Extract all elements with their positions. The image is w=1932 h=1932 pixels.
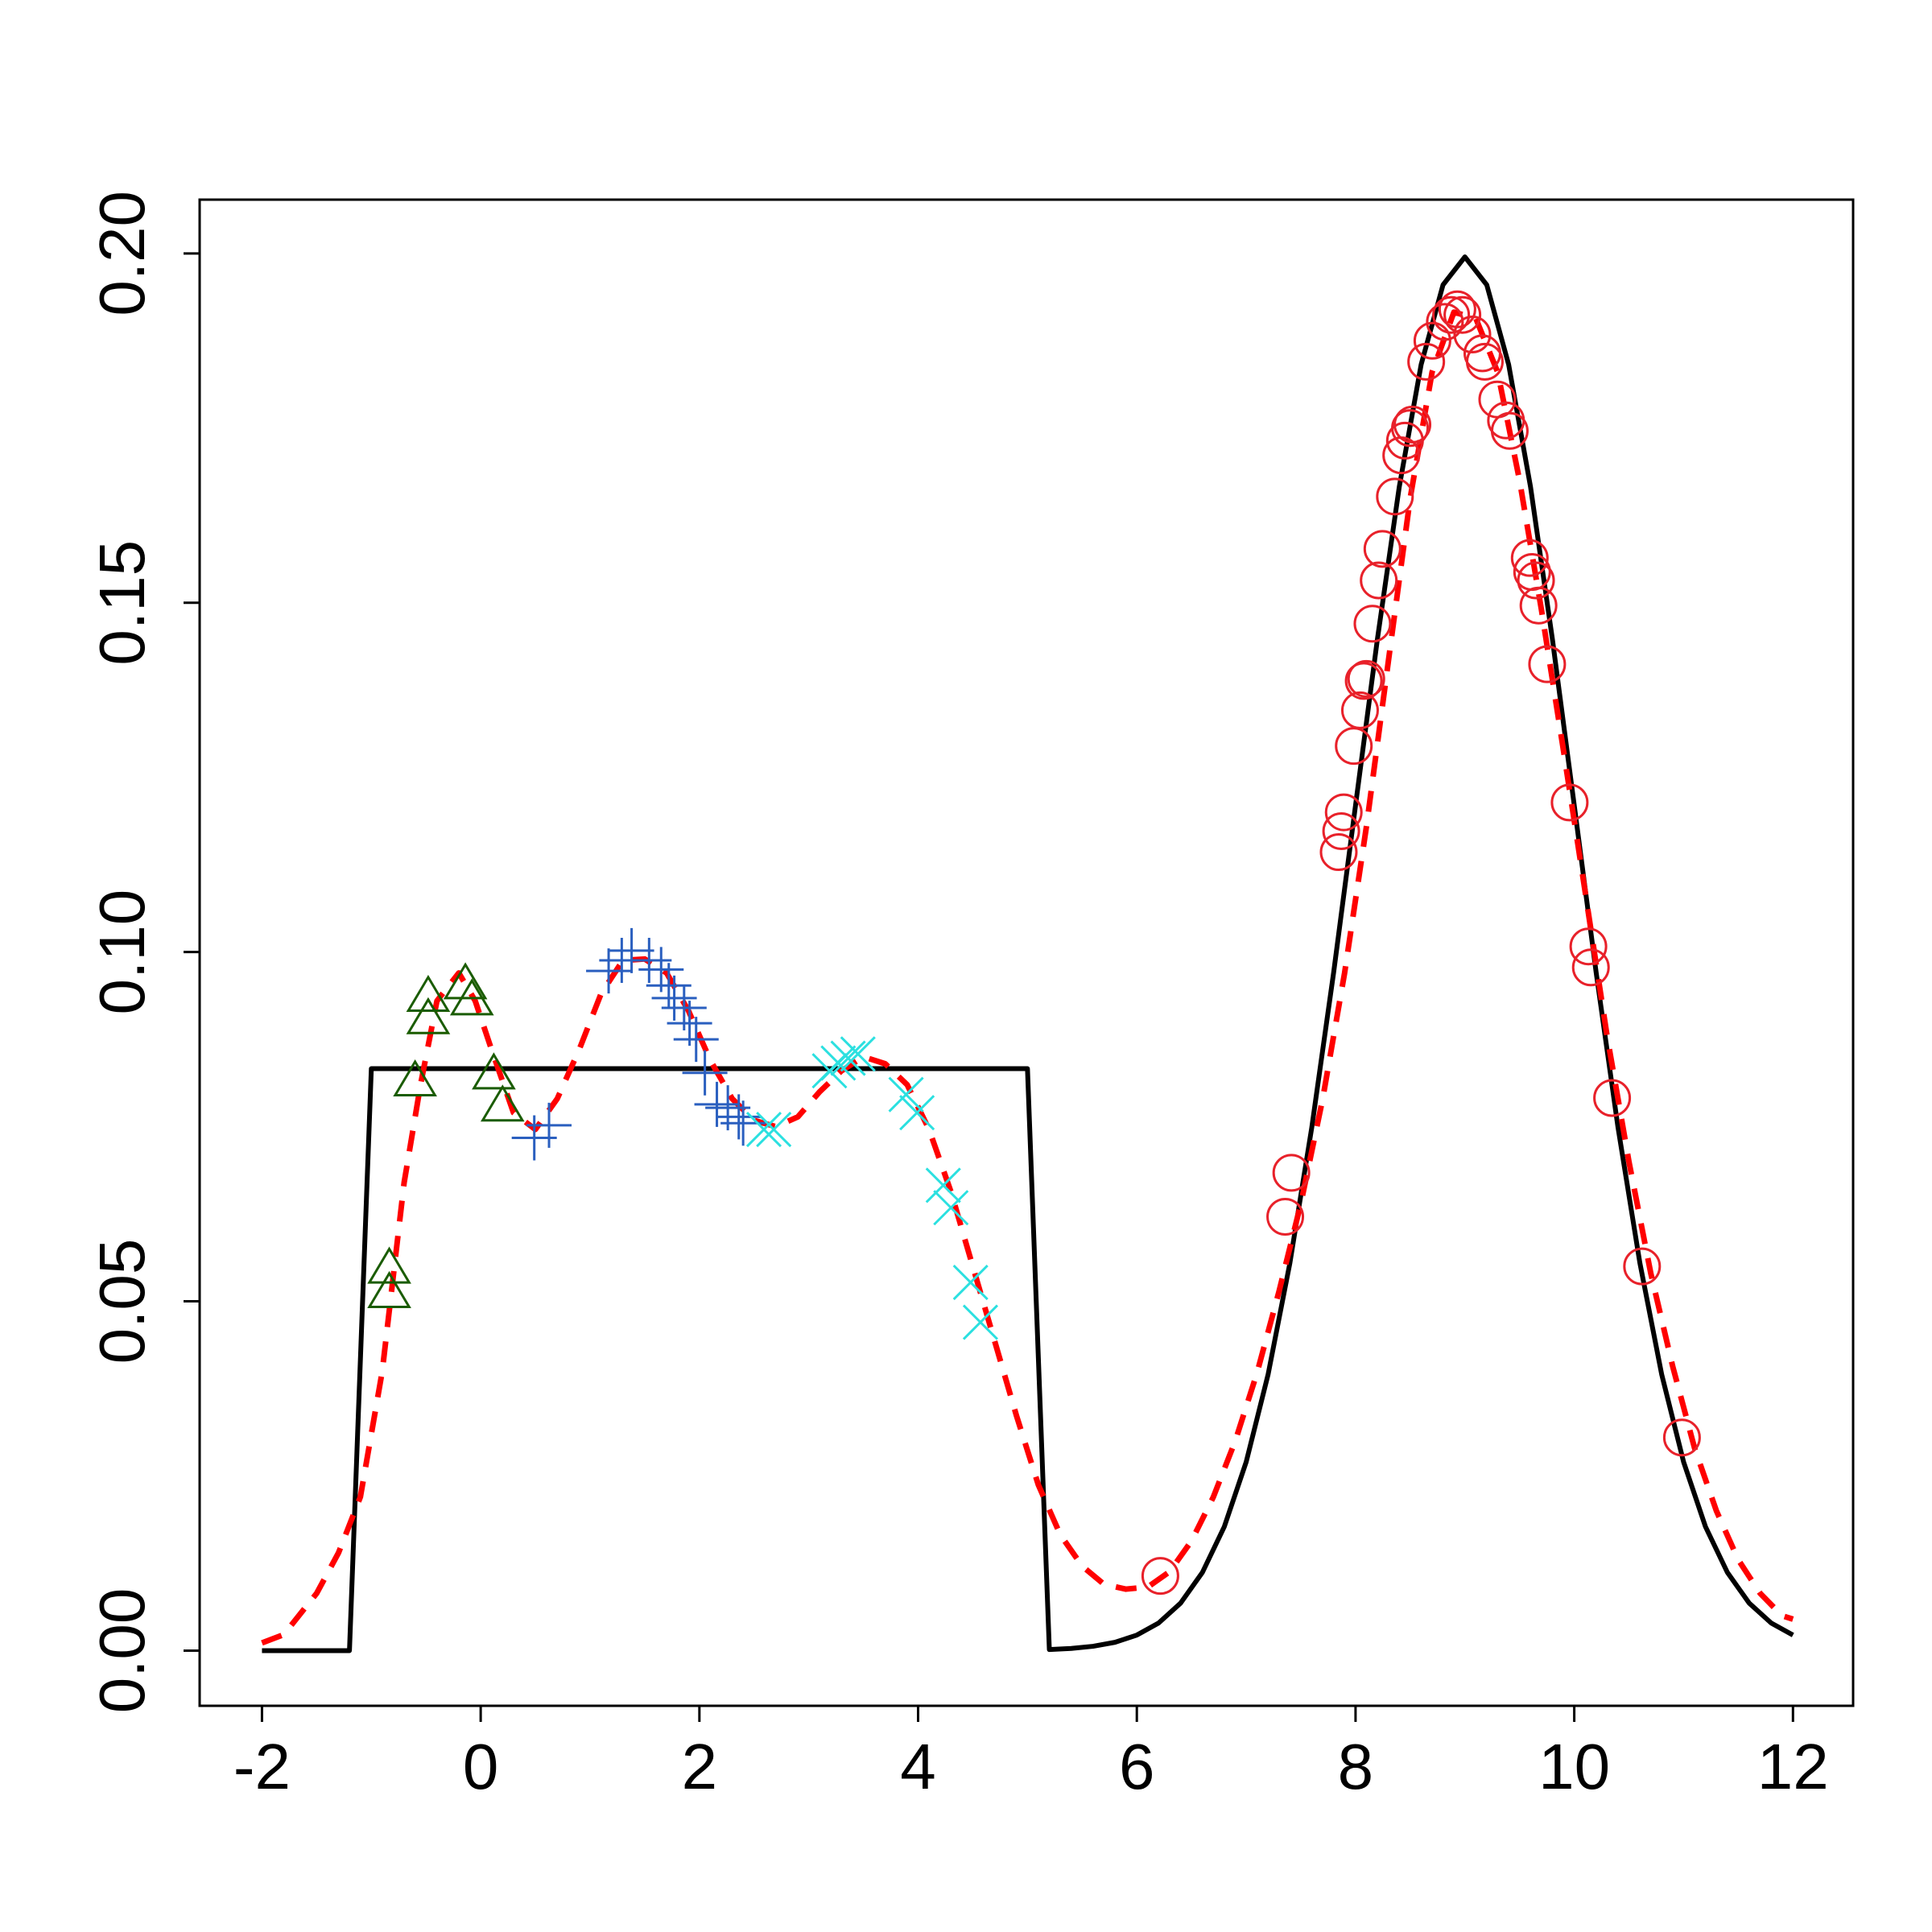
point-marker: [1490, 411, 1529, 450]
point-marker: [1272, 1154, 1311, 1192]
point-marker: [694, 1081, 740, 1127]
point-marker: [1453, 315, 1492, 353]
point-marker: [1382, 436, 1421, 475]
point-marker: [1571, 948, 1610, 987]
point-marker: [651, 975, 697, 1021]
x-tick-label: 12: [1757, 1731, 1829, 1802]
point-marker: [526, 1102, 572, 1148]
point-marker: [1353, 605, 1392, 643]
y-tick-label: 0.15: [86, 540, 158, 666]
point-marker: [406, 974, 451, 1013]
point-marker: [1550, 783, 1589, 822]
point-marker: [962, 1304, 999, 1340]
point-marker: [888, 1076, 924, 1113]
point-marker: [406, 997, 451, 1034]
density-estimate-line: [261, 309, 1794, 1646]
point-marker: [1513, 553, 1551, 592]
point-marker: [1519, 586, 1558, 625]
point-marker: [1413, 321, 1451, 360]
y-tick-label: 0.05: [86, 1239, 158, 1364]
point-marker: [756, 1111, 792, 1148]
point-marker: [840, 1036, 876, 1072]
point-marker: [716, 1094, 762, 1140]
point-marker: [472, 1052, 516, 1090]
y-tick-label: 0.00: [86, 1588, 158, 1714]
point-marker: [443, 962, 488, 1000]
point-marker: [1393, 405, 1432, 444]
y-tick-label: 0.10: [86, 890, 158, 1015]
x-tick-label: 8: [1338, 1731, 1374, 1802]
point-marker: [609, 927, 654, 973]
point-marker: [1141, 1557, 1179, 1596]
point-marker: [673, 1017, 719, 1063]
y-tick-label: 0.20: [86, 191, 158, 316]
point-marker: [1528, 645, 1567, 683]
point-marker: [586, 948, 632, 994]
point-marker: [1335, 727, 1373, 766]
point-marker: [1266, 1198, 1305, 1236]
point-marker: [626, 938, 672, 984]
x-tick-label: -2: [233, 1731, 291, 1802]
point-marker: [1662, 1418, 1701, 1457]
true-density-line: [262, 254, 1794, 1653]
point-marker: [952, 1265, 989, 1301]
point-marker: [1517, 561, 1555, 600]
point-marker: [933, 1190, 969, 1226]
point-marker: [367, 1246, 411, 1284]
x-tick-label: 0: [463, 1731, 499, 1802]
point-marker: [1569, 927, 1608, 966]
point-marker: [1465, 342, 1504, 381]
point-marker: [1324, 793, 1363, 832]
point-marker: [393, 1059, 437, 1097]
point-marker: [1363, 530, 1402, 568]
x-tick-label: 2: [682, 1731, 718, 1802]
point-marker: [1623, 1247, 1662, 1286]
point-marker: [899, 1095, 935, 1131]
point-marker: [682, 1050, 728, 1096]
point-marker: [449, 978, 494, 1016]
point-marker: [830, 1040, 866, 1076]
x-tick-label: 6: [1119, 1731, 1155, 1802]
point-marker: [1478, 380, 1517, 419]
x-tick-label: 4: [900, 1731, 936, 1802]
point-marker: [1319, 833, 1358, 872]
point-marker: [1360, 561, 1398, 600]
point-marker: [820, 1045, 857, 1081]
point-marker: [925, 1167, 961, 1203]
point-marker: [745, 1111, 782, 1148]
point-marker: [1347, 659, 1385, 698]
point-marker: [1340, 691, 1379, 729]
point-marker: [1376, 477, 1414, 516]
point-marker: [480, 1084, 525, 1122]
x-tick-label: 10: [1538, 1731, 1610, 1802]
point-marker: [1322, 812, 1360, 850]
point-marker: [1593, 1079, 1632, 1117]
point-marker: [367, 1270, 411, 1308]
point-marker: [1443, 295, 1482, 334]
